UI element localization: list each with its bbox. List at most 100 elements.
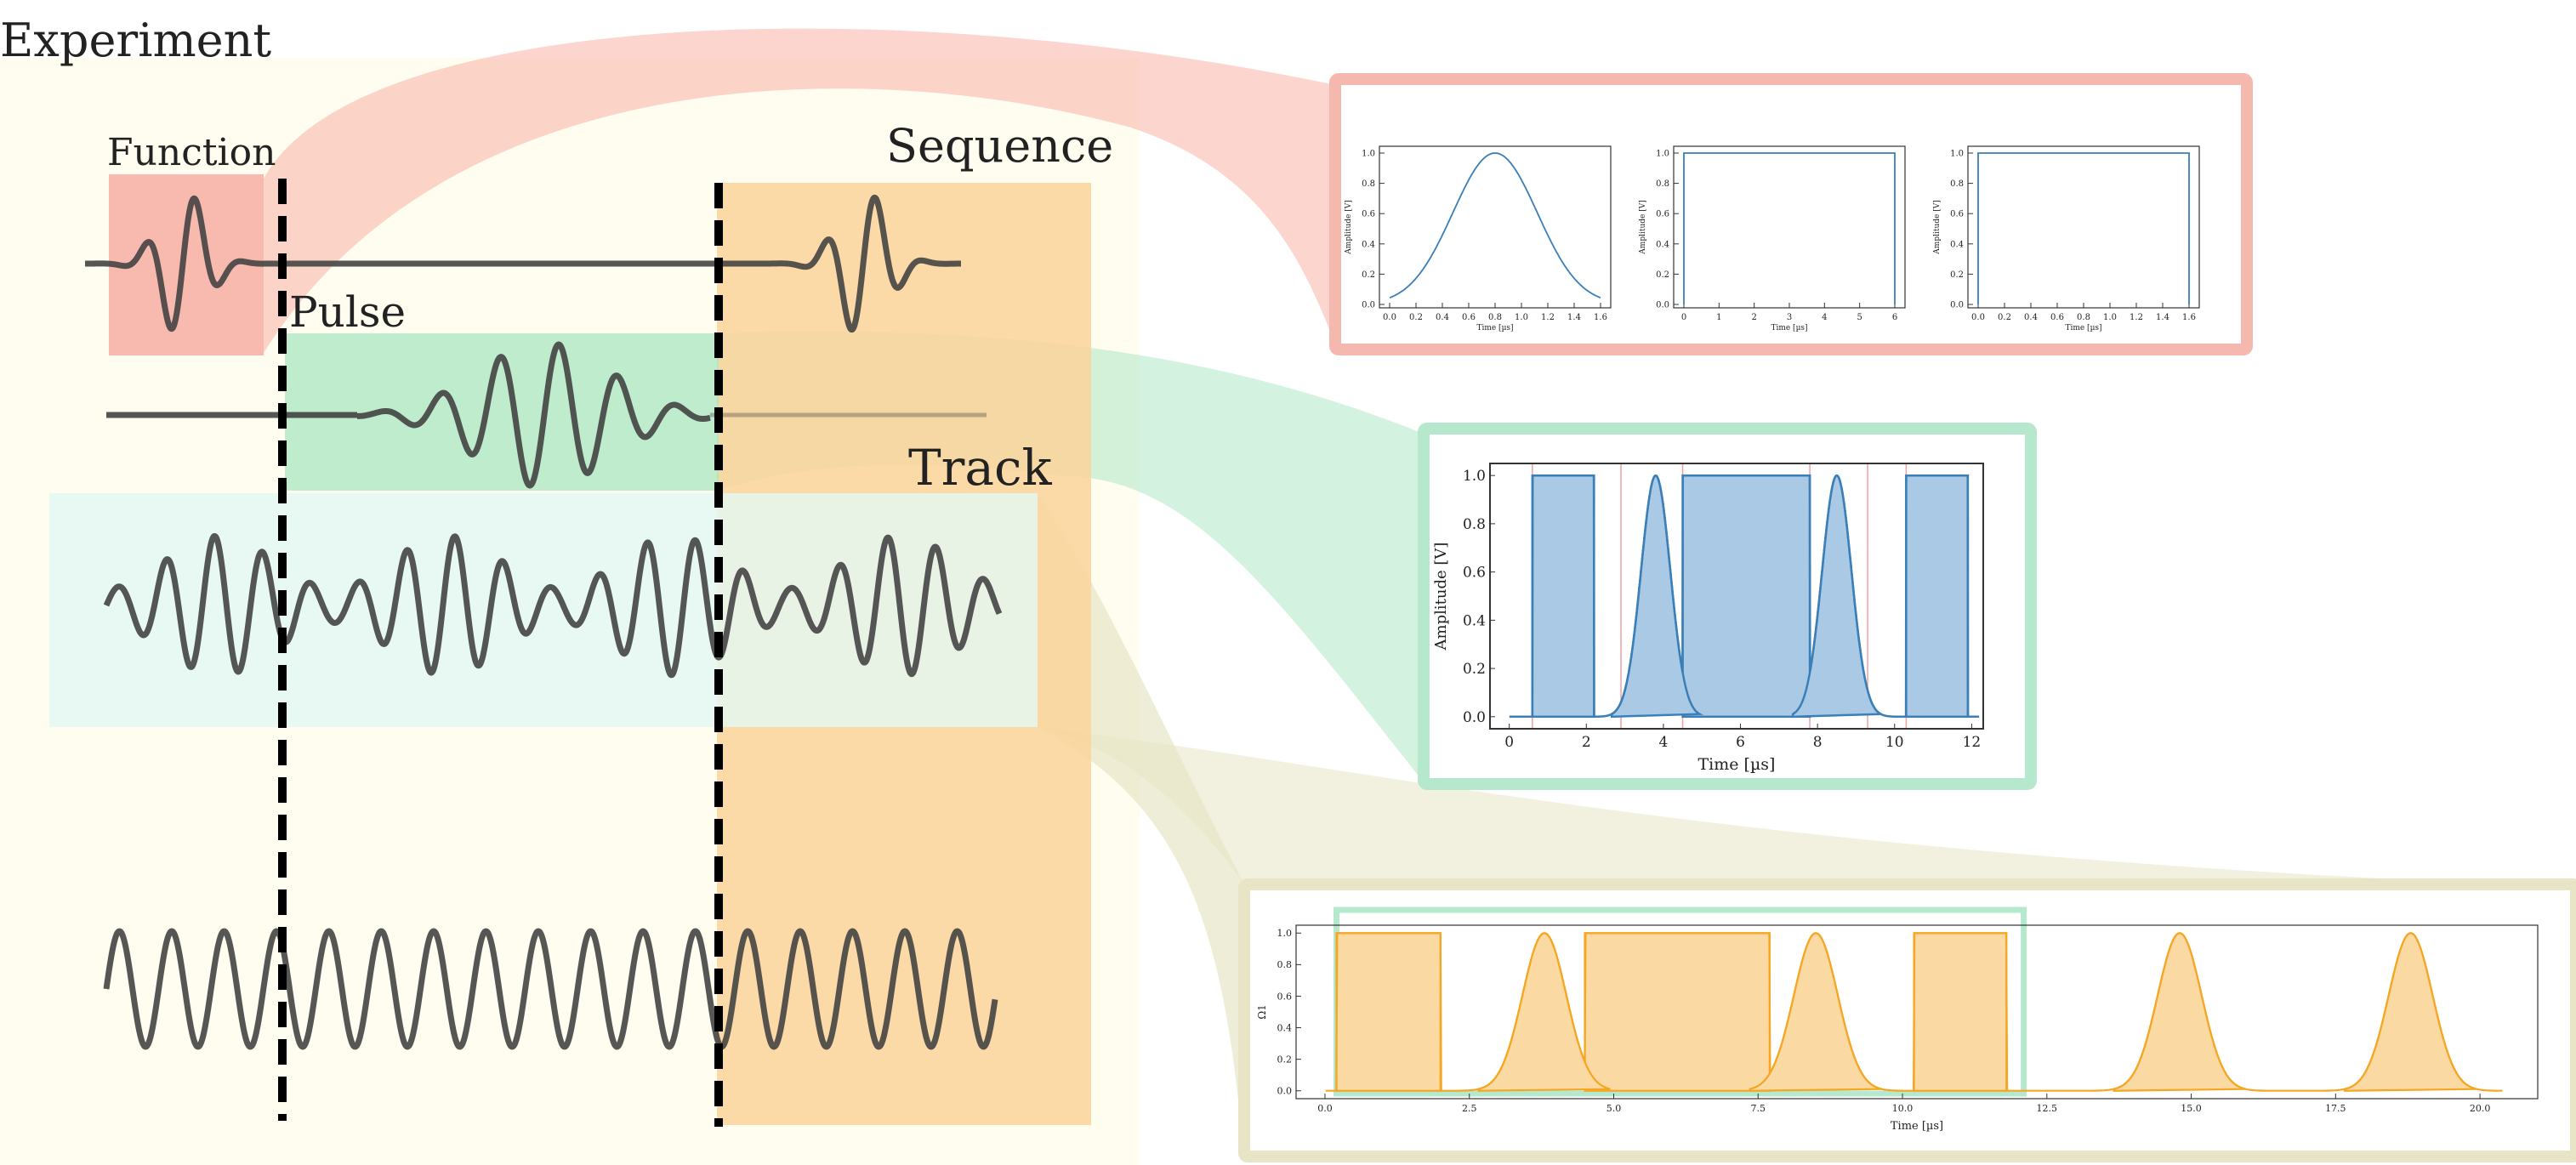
pulse-chart-square-pulse xyxy=(1905,474,1970,719)
function-waveform xyxy=(82,195,266,332)
track-label: Track xyxy=(908,439,1052,497)
function-plot-2-ytick-label: 0.2 xyxy=(1656,270,1669,280)
pulse-chart-trace xyxy=(1509,474,1980,719)
pulse-label: Pulse xyxy=(289,287,406,337)
track-region xyxy=(49,493,1038,727)
function-plot-1-xtick-label: 0.0 xyxy=(1383,313,1396,322)
function-plot-1-ytick-label: 0.0 xyxy=(1362,301,1375,310)
track-chart-ytick-label: 0.4 xyxy=(1277,1022,1293,1033)
track-chart-xlabel: Time [µs] xyxy=(1891,1120,1943,1133)
function-plot-2-ytick-label: 0.0 xyxy=(1656,301,1669,310)
track-chart-xtick-label: 12.5 xyxy=(2037,1103,2058,1114)
track-chart-ytick-label: 0.2 xyxy=(1277,1054,1293,1065)
function-plot-3-ytick-label: 0.8 xyxy=(1950,179,1964,189)
function-plot-2-ytick-label: 0.4 xyxy=(1656,240,1669,249)
track-chart-xtick-label: 17.5 xyxy=(2325,1103,2346,1114)
function-plot-3-xtick-label: 0.0 xyxy=(1971,313,1985,322)
function-plot-3-xtick-label: 1.4 xyxy=(2156,313,2169,322)
pulse-chart-xlabel: Time [µs] xyxy=(1698,755,1776,774)
function-plot-3-xtick-label: 1.6 xyxy=(2182,313,2196,322)
function-plot-2: 0 1 2 3 4 5 6 0.0 0.2 0.4 0.6 0.8 1.0 Time [µs] Amplit… xyxy=(1639,145,1906,332)
track-chart-xtick-label: 5.0 xyxy=(1606,1103,1622,1114)
experiment-label: Experiment xyxy=(0,14,271,67)
track-chart-square-pulse xyxy=(1584,932,1771,1092)
pulse-chart-xtick-label: 12 xyxy=(1963,734,1982,751)
track-chart-square-pulse xyxy=(1335,932,1442,1092)
track-link-ribbon-lower xyxy=(1038,727,2509,884)
pulse-chart-ytick-label: 0.6 xyxy=(1463,565,1486,582)
function-plots: 0.0 0.2 0.4 0.6 0.8 1.0 1.2 1.4 1.6 0.0 0.2 0.4 0.6 0… xyxy=(1345,145,2200,332)
function-plot-2-xtick-label: 6 xyxy=(1892,313,1897,322)
sequence-waveform xyxy=(716,194,964,333)
function-plot-2-ytick-label: 0.6 xyxy=(1656,210,1669,219)
track-chart-ytick-label: 0.6 xyxy=(1277,991,1293,1002)
function-plot-3-ytick-label: 0.0 xyxy=(1950,301,1964,310)
track-chart-frame xyxy=(1295,924,2539,1100)
function-plot-2-xtick-label: 4 xyxy=(1822,313,1827,322)
function-plot-2-xtick-label: 5 xyxy=(1857,313,1862,322)
function-plot-1-xlabel: Time [µs] xyxy=(1476,324,1513,332)
function-plot-2-xtick-label: 1 xyxy=(1716,313,1721,322)
sequence-label: Sequence xyxy=(886,119,1113,173)
function-plot-3-ytick-label: 1.0 xyxy=(1950,150,1964,159)
track-chart-xtick-label: 20.0 xyxy=(2470,1103,2491,1114)
function-plot-1-xtick-label: 1.2 xyxy=(1541,313,1555,322)
pulse-chart-ytick-label: 0.4 xyxy=(1463,612,1486,629)
pulse-chart-xtick-label: 2 xyxy=(1582,734,1591,751)
track-chart-ytick-label: 0.0 xyxy=(1277,1086,1293,1097)
function-plot-3-xtick-label: 0.4 xyxy=(2024,313,2038,322)
function-plot-1-ytick-label: 0.6 xyxy=(1362,210,1375,219)
function-plot-2-xtick-label: 0 xyxy=(1681,313,1686,322)
track-chart-xtick-label: 15.0 xyxy=(2181,1103,2202,1114)
track-chart-xtick-label: 10.0 xyxy=(1892,1103,1914,1114)
function-plot-3-ytick-label: 0.2 xyxy=(1950,270,1964,280)
pulse-chart-xtick-label: 4 xyxy=(1658,734,1668,751)
pulse-chart-square-pulse xyxy=(1681,474,1811,719)
pulse-chart-ylabel: Amplitude [V] xyxy=(1432,543,1450,651)
function-plot-1-ytick-label: 0.4 xyxy=(1362,240,1375,249)
function-plot-2-ylabel: Amplitude [V] xyxy=(1639,200,1647,254)
track-chart-ytick-label: 0.8 xyxy=(1277,959,1293,970)
function-plot-1-xtick-label: 0.8 xyxy=(1488,313,1502,322)
function-plot-2-xtick-label: 3 xyxy=(1787,313,1792,322)
track-chart-xtick-label: 2.5 xyxy=(1462,1103,1477,1114)
pulse-chart-ytick-label: 1.0 xyxy=(1463,468,1486,485)
pulse-chart-ytick-label: 0.8 xyxy=(1463,516,1486,533)
function-panel xyxy=(1329,73,2253,355)
pulse-chart-xtick-label: 0 xyxy=(1504,734,1514,751)
track-chart-ytick-label: 1.0 xyxy=(1277,928,1293,939)
waveforms xyxy=(82,194,1003,1050)
pulse-chart: 0 2 4 6 8 10 12 0.0 0.2 0.4 0.6 0.8 1.0 Time [µs] Ampl… xyxy=(1432,463,1984,774)
track-waveform xyxy=(103,532,1003,679)
function-plot-3-curve xyxy=(1977,152,2190,304)
function-plot-2-ytick-label: 1.0 xyxy=(1656,150,1669,159)
function-plot-3-ytick-label: 0.6 xyxy=(1950,210,1964,219)
function-plot-3-xlabel: Time [µs] xyxy=(2065,324,2101,332)
function-plot-3-xtick-label: 0.6 xyxy=(2050,313,2064,322)
function-plot-1-xtick-label: 0.6 xyxy=(1462,313,1476,322)
track-chart: 0.0 2.5 5.0 7.5 10.0 12.5 15.0 17.5 20.0 0.0 0.2 0.… xyxy=(1256,906,2539,1133)
pulse-chart-ytick-label: 0.0 xyxy=(1463,709,1486,726)
function-plot-3-ylabel: Amplitude [V] xyxy=(1933,200,1942,254)
function-label: Function xyxy=(107,131,276,174)
track-chart-ylabel: Ω1 xyxy=(1256,1004,1268,1020)
pulse-chart-square-pulse xyxy=(1531,474,1595,719)
function-plot-1-xtick-label: 0.4 xyxy=(1436,313,1449,322)
pulse-waveform xyxy=(355,341,713,489)
function-plot-2-xtick-label: 2 xyxy=(1751,313,1756,322)
function-plot-1-xtick-label: 0.2 xyxy=(1409,313,1423,322)
function-plot-3: 0.0 0.2 0.4 0.6 0.8 1.0 1.2 1.4 1.6 0.0 0.2 0.4 0.6 0… xyxy=(1933,145,2200,332)
function-plot-3-xtick-label: 1.2 xyxy=(2130,313,2143,322)
function-plot-1: 0.0 0.2 0.4 0.6 0.8 1.0 1.2 1.4 1.6 0.0 0.2 0.4 0.6 0… xyxy=(1345,145,1612,332)
function-plot-2-xlabel: Time [µs] xyxy=(1771,324,1807,332)
function-plot-1-ylabel: Amplitude [V] xyxy=(1345,200,1353,254)
pulse-chart-xtick-label: 10 xyxy=(1885,734,1904,751)
function-plot-1-xtick-label: 1.0 xyxy=(1515,313,1528,322)
pulse-chart-ytick-label: 0.2 xyxy=(1463,661,1486,678)
function-plot-2-curve xyxy=(1683,152,1896,304)
function-plot-3-xtick-label: 1.0 xyxy=(2103,313,2117,322)
track-chart-square-pulse xyxy=(1913,932,2008,1092)
function-plot-1-xtick-label: 1.6 xyxy=(1594,313,1607,322)
track-chart-trace xyxy=(1325,932,2503,1092)
